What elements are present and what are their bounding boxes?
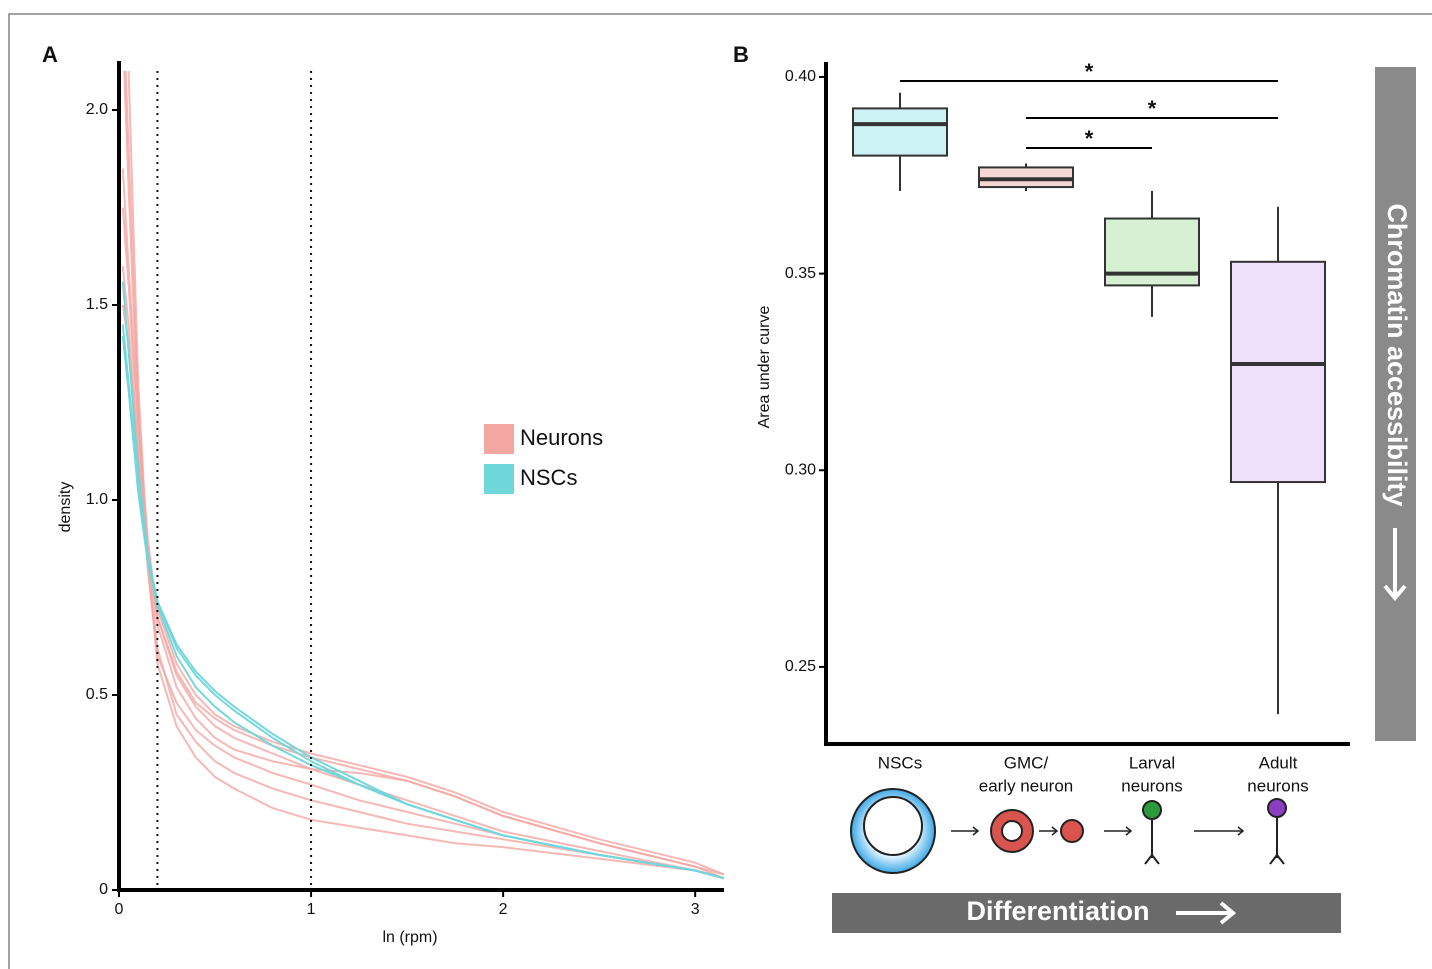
category-label: neurons	[1121, 776, 1182, 795]
category-label: GMC/	[1004, 753, 1049, 772]
y-tick-label: 0.40	[785, 68, 816, 85]
density-line	[121, 207, 724, 880]
density-line	[127, 71, 724, 880]
y-axis-label: density	[57, 482, 74, 533]
density-line	[121, 281, 724, 880]
x-tick-label: 1	[307, 901, 316, 918]
density-line	[121, 336, 724, 880]
significance-label: *	[1085, 126, 1094, 151]
y-tick-label: 1.5	[86, 296, 108, 313]
density-line	[121, 168, 724, 880]
category-label: neurons	[1247, 776, 1308, 795]
bottom-arrow	[1176, 901, 1237, 925]
side-arrow	[1383, 528, 1407, 602]
box	[852, 107, 948, 157]
x-tick-label: 3	[691, 901, 700, 918]
density-line	[121, 324, 724, 880]
category-label: early neuron	[979, 776, 1074, 795]
y-tick-label: 0.35	[785, 265, 816, 282]
legend-label: NSCs	[520, 465, 577, 490]
side-banner	[1375, 67, 1416, 741]
cell-icons	[850, 788, 1287, 874]
density-line	[124, 71, 724, 880]
y-axis-label: Area under curve	[756, 306, 773, 429]
density-line	[123, 71, 724, 880]
y-tick-label: 0.30	[785, 461, 816, 478]
significance-label: *	[1148, 96, 1157, 121]
plot-lines	[121, 71, 724, 880]
bottom-banner-text: Differentiation	[966, 896, 1149, 926]
panel-label: B	[733, 42, 749, 67]
legend-label: Neurons	[520, 425, 603, 450]
x-tick-label: 2	[499, 901, 508, 918]
box	[1230, 260, 1326, 484]
y-tick-label: 2.0	[86, 101, 108, 118]
category-label: Adult	[1259, 753, 1298, 772]
y-tick-label: 0.5	[86, 686, 108, 703]
significance-label: *	[1085, 59, 1094, 84]
x-tick-label: 0	[115, 901, 124, 918]
legend-swatch	[484, 464, 514, 494]
bottom-banner	[832, 893, 1341, 933]
x-axis-label: ln (rpm)	[382, 929, 437, 946]
y-tick-label: 0	[99, 881, 108, 898]
density-line	[121, 304, 724, 876]
side-banner-text: Chromatin accessibility	[1382, 203, 1412, 506]
frame	[8, 13, 1432, 969]
category-label: Larval	[1129, 753, 1175, 772]
legend-swatch	[484, 424, 514, 454]
panel-label: A	[42, 42, 58, 67]
y-tick-label: 1.0	[86, 491, 108, 508]
y-tick-label: 0.25	[785, 658, 816, 675]
category-label: NSCs	[878, 753, 922, 772]
